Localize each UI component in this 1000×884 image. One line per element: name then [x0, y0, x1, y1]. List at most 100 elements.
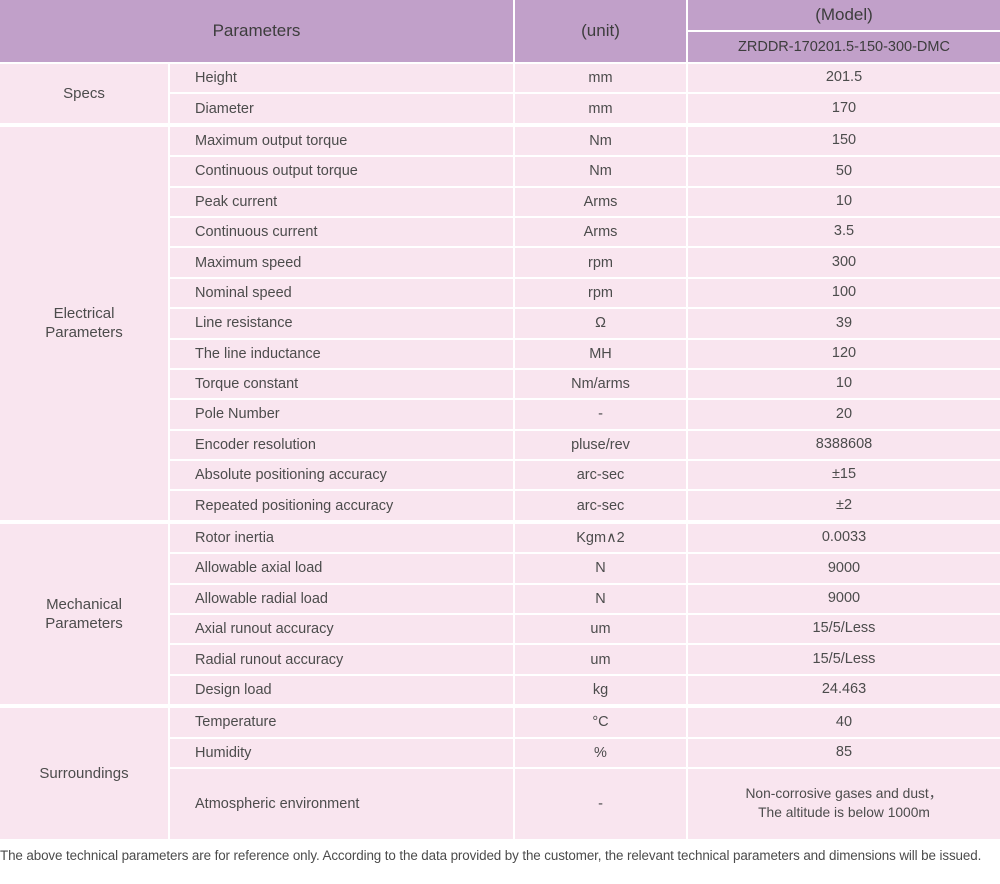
unit-cell: Nm/arms: [515, 369, 686, 399]
table-row: Diameter mm 170: [170, 94, 1000, 123]
unit-cell: rpm: [515, 248, 686, 277]
unit-cell: -: [515, 768, 686, 839]
table-row: Atmospheric environment - Non-corrosive ga…: [170, 768, 1000, 839]
unit-cell: %: [515, 738, 686, 767]
table-row: Maximum output torque Nm 150: [170, 126, 1000, 156]
value-cell: ±2: [688, 491, 1000, 520]
header-parameters-cell: Parameters: [0, 0, 513, 62]
value-cell: 201.5: [688, 64, 1000, 93]
group-rows: Maximum output torque Nm 150 Continuous out…: [170, 126, 1000, 520]
table-row: Radial runout accuracy um 15/5/Less: [170, 645, 1000, 674]
unit-cell: Arms: [515, 217, 686, 247]
group-rows: Rotor inertia Kgm∧2 0.0033 Allowable axial …: [170, 523, 1000, 705]
parameter-group: Surroundings Temperature °C 40 Humidity% 85 At…: [0, 708, 1000, 839]
value-cell: 10: [688, 187, 1000, 216]
group-rows: Height mm 201.5 Diameter mm 170: [170, 64, 1000, 123]
parameter-name-cell: Pole Number: [170, 400, 513, 429]
table-row: Continuous current Arms 3.5: [170, 217, 1000, 247]
table-row: Torque constant Nm/arms 10: [170, 369, 1000, 399]
model-number: ZRDDR-170201.5-150-300-DMC: [738, 39, 950, 55]
value-cell: Non-corrosive gases and dust， The altitu…: [688, 768, 1000, 839]
parameter-group: Mechanical Parameters Rotor inertia Kgm∧2 0…: [0, 523, 1000, 705]
table-row: Temperature °C 40: [170, 708, 1000, 737]
category-cell: Surroundings: [0, 708, 168, 839]
table-header-row: Parameters (unit) (Model) ZRDDR-170201.5…: [0, 0, 1000, 62]
table-row: Allowable axial load N 9000: [170, 554, 1000, 583]
unit-cell: kg: [515, 675, 686, 705]
unit-cell: um: [515, 645, 686, 674]
footnote-text: The above technical parameters are for r…: [0, 847, 982, 863]
category-cell: Mechanical Parameters: [0, 523, 168, 705]
table-row: Line resistance Ω 39: [170, 309, 1000, 338]
table-row: Rotor inertia Kgm∧2 0.0033: [170, 523, 1000, 553]
parameter-name-cell: Maximum speed: [170, 248, 513, 277]
unit-cell: N: [515, 584, 686, 614]
table-row: Design load kg 24.463: [170, 675, 1000, 705]
unit-cell: Kgm∧2: [515, 523, 686, 553]
parameter-name-cell: Height: [170, 64, 513, 93]
header-model-number-cell: ZRDDR-170201.5-150-300-DMC: [688, 32, 1000, 62]
unit-cell: °C: [515, 708, 686, 737]
value-cell: ±15: [688, 461, 1000, 490]
unit-cell: pluse/rev: [515, 430, 686, 460]
value-cell: 50: [688, 157, 1000, 186]
value-cell: 3.5: [688, 217, 1000, 247]
table-row: Allowable radial load N 9000: [170, 584, 1000, 614]
parameter-name-cell: The line inductance: [170, 339, 513, 368]
group-rows: Temperature °C 40 Humidity% 85 Atmospheric en…: [170, 708, 1000, 839]
parameter-name-cell: Line resistance: [170, 309, 513, 338]
value-cell: 85: [688, 738, 1000, 767]
value-cell: 9000: [688, 584, 1000, 614]
parameter-name-cell: Maximum output torque: [170, 126, 513, 156]
parameter-name-cell: Axial runout accuracy: [170, 615, 513, 644]
parameter-name-cell: Absolute positioning accuracy: [170, 461, 513, 490]
table-row: The line inductance MH 120: [170, 339, 1000, 368]
parameter-name-cell: Allowable radial load: [170, 584, 513, 614]
parameter-name-cell: Repeated positioning accuracy: [170, 491, 513, 520]
header-model-column: (Model) ZRDDR-170201.5-150-300-DMC: [688, 0, 1000, 62]
category-cell: Electrical Parameters: [0, 126, 168, 520]
table-row: Axial runout accuracy um 15/5/Less: [170, 615, 1000, 644]
value-cell: 100: [688, 278, 1000, 308]
parameter-name-cell: Nominal speed: [170, 278, 513, 308]
table-row: Continuous output torque Nm 50: [170, 157, 1000, 186]
table-row: Maximum speed rpm 300: [170, 248, 1000, 277]
unit-cell: arc-sec: [515, 461, 686, 490]
table-row: Peak current Arms 10: [170, 187, 1000, 216]
header-model-cell: (Model): [688, 0, 1000, 30]
unit-cell: N: [515, 554, 686, 583]
value-cell: 39: [688, 309, 1000, 338]
table-row: Nominal speed rpm 100: [170, 278, 1000, 308]
parameter-name-cell: Allowable axial load: [170, 554, 513, 583]
parameter-name-cell: Temperature: [170, 708, 513, 737]
value-cell: 40: [688, 708, 1000, 737]
value-cell: 0.0033: [688, 523, 1000, 553]
value-cell: 15/5/Less: [688, 615, 1000, 644]
header-model-label: (Model): [815, 5, 873, 24]
value-cell: 15/5/Less: [688, 645, 1000, 674]
value-cell: 24.463: [688, 675, 1000, 705]
unit-cell: Nm: [515, 157, 686, 186]
category-cell: Specs: [0, 64, 168, 123]
header-parameters-label: Parameters: [212, 21, 301, 40]
value-cell: 20: [688, 400, 1000, 429]
value-cell: 170: [688, 94, 1000, 123]
spec-table: Parameters (unit) (Model) ZRDDR-170201.5…: [0, 0, 1000, 839]
table-row: Absolute positioning accuracy arc-sec ±15: [170, 461, 1000, 490]
table-row: Encoder resolution pluse/rev 8388608: [170, 430, 1000, 460]
value-cell: 8388608: [688, 430, 1000, 460]
parameter-name-cell: Continuous current: [170, 217, 513, 247]
spec-sheet-page: Parameters (unit) (Model) ZRDDR-170201.5…: [0, 0, 1000, 863]
unit-cell: Ω: [515, 309, 686, 338]
unit-cell: mm: [515, 94, 686, 123]
table-row: Pole Number -20: [170, 400, 1000, 429]
unit-cell: um: [515, 615, 686, 644]
value-cell: 150: [688, 126, 1000, 156]
unit-cell: Nm: [515, 126, 686, 156]
unit-cell: MH: [515, 339, 686, 368]
parameter-name-cell: Atmospheric environment: [170, 768, 513, 839]
value-cell: 300: [688, 248, 1000, 277]
header-unit-label: (unit): [581, 21, 620, 40]
parameter-name-cell: Radial runout accuracy: [170, 645, 513, 674]
unit-cell: -: [515, 400, 686, 429]
